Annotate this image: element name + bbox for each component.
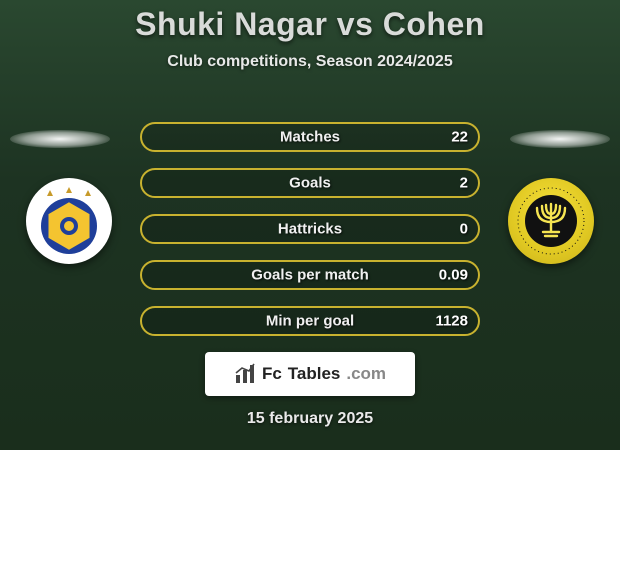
stat-label: Min per goal bbox=[266, 313, 354, 330]
brand-fc: Fc bbox=[262, 364, 282, 384]
stat-label: Goals bbox=[289, 175, 331, 192]
stat-label: Hattricks bbox=[278, 221, 342, 238]
stat-row-matches: Matches 22 bbox=[140, 122, 480, 152]
stat-label: Goals per match bbox=[251, 267, 369, 284]
stat-right-value: 22 bbox=[451, 129, 468, 146]
maccabi-crest-icon bbox=[30, 182, 108, 260]
stat-row-hattricks: Hattricks 0 bbox=[140, 214, 480, 244]
player-shadow-left bbox=[10, 130, 110, 148]
player-shadow-right bbox=[510, 130, 610, 148]
stat-label: Matches bbox=[280, 129, 340, 146]
stat-row-min-per-goal: Min per goal 1128 bbox=[140, 306, 480, 336]
bar-chart-icon bbox=[234, 363, 256, 385]
brand-dotcom: .com bbox=[346, 364, 386, 384]
beitar-crest-icon bbox=[512, 182, 590, 260]
comparison-card: Shuki Nagar vs Cohen Club competitions, … bbox=[0, 0, 620, 450]
team-crest-left[interactable] bbox=[26, 178, 112, 264]
subtitle: Club competitions, Season 2024/2025 bbox=[0, 53, 620, 71]
team-crest-right[interactable] bbox=[508, 178, 594, 264]
stat-right-value: 1128 bbox=[435, 313, 468, 330]
stat-right-value: 0 bbox=[460, 221, 468, 238]
stat-row-goals-per-match: Goals per match 0.09 bbox=[140, 260, 480, 290]
stat-row-goals: Goals 2 bbox=[140, 168, 480, 198]
brand-tables: Tables bbox=[288, 364, 341, 384]
stat-right-value: 0.09 bbox=[439, 267, 468, 284]
page-title: Shuki Nagar vs Cohen bbox=[0, 0, 620, 43]
comparison-date: 15 february 2025 bbox=[247, 410, 373, 428]
fctables-brand-link[interactable]: Fc Tables.com bbox=[205, 352, 415, 396]
stats-container: Matches 22 Goals 2 Hattricks 0 Goals per… bbox=[140, 122, 480, 352]
stat-right-value: 2 bbox=[460, 175, 468, 192]
